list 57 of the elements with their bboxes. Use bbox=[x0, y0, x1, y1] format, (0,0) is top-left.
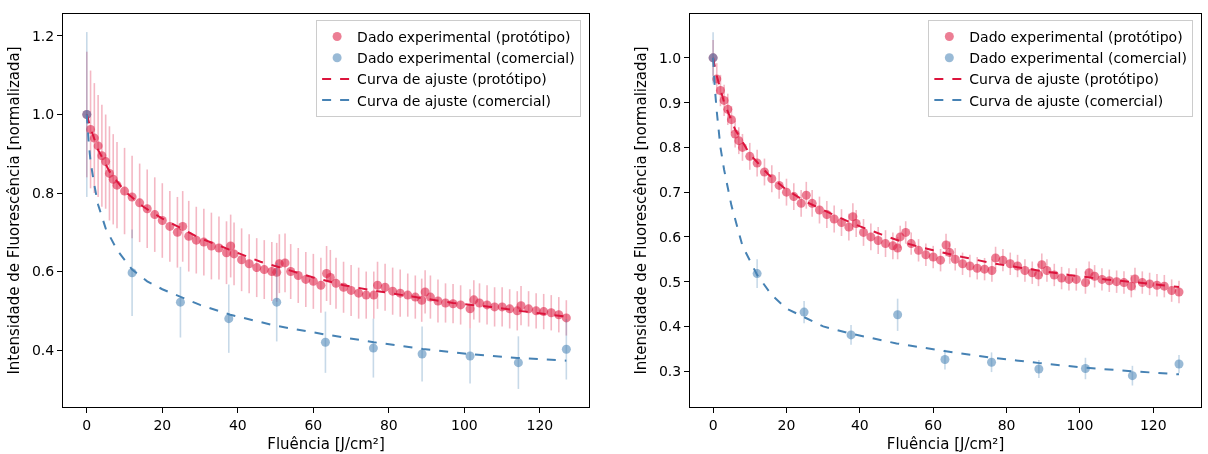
legend-label: Dado experimental (comercial) bbox=[969, 50, 1187, 67]
point bbox=[940, 355, 950, 365]
x-tick-label: 100 bbox=[1066, 416, 1094, 433]
point bbox=[368, 343, 378, 353]
point bbox=[175, 297, 185, 307]
legend-label: Curva de ajuste (comercial) bbox=[969, 92, 1164, 109]
legend-label: Dado experimental (protótipo) bbox=[357, 28, 571, 45]
x-tick-label: 40 bbox=[850, 416, 869, 433]
point bbox=[799, 307, 809, 317]
x-tick-label: 60 bbox=[924, 416, 943, 433]
x-tick-label: 20 bbox=[777, 416, 796, 433]
point bbox=[320, 337, 330, 347]
y-tick-label: 1.0 bbox=[658, 49, 682, 66]
legend-label: Dado experimental (comercial) bbox=[357, 50, 575, 67]
y-tick-label: 1.0 bbox=[31, 106, 55, 123]
x-tick-label: 80 bbox=[379, 416, 398, 433]
point bbox=[846, 330, 856, 340]
legend-label: Curva de ajuste (protótipo) bbox=[357, 71, 547, 88]
y-tick-label: 0.5 bbox=[658, 273, 682, 290]
legend-label: Curva de ajuste (comercial) bbox=[357, 92, 551, 109]
point bbox=[1127, 371, 1137, 381]
x-tick-label: 40 bbox=[228, 416, 247, 433]
y-tick-label: 0.9 bbox=[658, 94, 682, 111]
x-axis-title: Fluência [J/cm²] bbox=[886, 434, 1005, 453]
x-tick-label: 80 bbox=[997, 416, 1016, 433]
point bbox=[1080, 364, 1090, 374]
x-tick-label: 60 bbox=[304, 416, 323, 433]
point bbox=[465, 351, 475, 361]
y-tick-label: 0.8 bbox=[658, 139, 682, 156]
x-tick-label: 100 bbox=[451, 416, 478, 433]
y-tick-label: 0.6 bbox=[31, 263, 55, 280]
y-tick-label: 0.8 bbox=[31, 184, 55, 201]
y-tick-label: 0.4 bbox=[31, 341, 55, 358]
x-tick-label: 120 bbox=[1139, 416, 1167, 433]
y-axis-title: Intensidade de Fluorescência [normalizada] bbox=[5, 46, 24, 375]
point bbox=[1034, 364, 1044, 374]
x-axis-title: Fluência [J/cm²] bbox=[267, 434, 385, 453]
point bbox=[1174, 359, 1184, 369]
point bbox=[272, 297, 282, 307]
y-axis-title: Intensidade de Fluorescência [normalizada] bbox=[632, 46, 651, 375]
y-tick-label: 1.2 bbox=[31, 27, 55, 44]
y-tick-label: 0.3 bbox=[658, 363, 682, 380]
point bbox=[224, 314, 234, 324]
point bbox=[987, 357, 997, 367]
x-tick-label: 120 bbox=[526, 416, 554, 433]
y-tick-label: 0.4 bbox=[658, 318, 682, 335]
point bbox=[561, 344, 571, 354]
point bbox=[893, 310, 903, 320]
x-tick-label: 0 bbox=[708, 416, 718, 433]
point bbox=[513, 358, 523, 368]
y-tick-label: 0.7 bbox=[658, 184, 682, 201]
legend-label: Dado experimental (protótipo) bbox=[969, 28, 1183, 45]
y-tick-label: 0.6 bbox=[658, 228, 682, 245]
x-tick-label: 0 bbox=[82, 416, 92, 433]
point bbox=[417, 349, 427, 359]
x-tick-label: 20 bbox=[153, 416, 172, 433]
legend-label: Curva de ajuste (protótipo) bbox=[969, 71, 1159, 88]
